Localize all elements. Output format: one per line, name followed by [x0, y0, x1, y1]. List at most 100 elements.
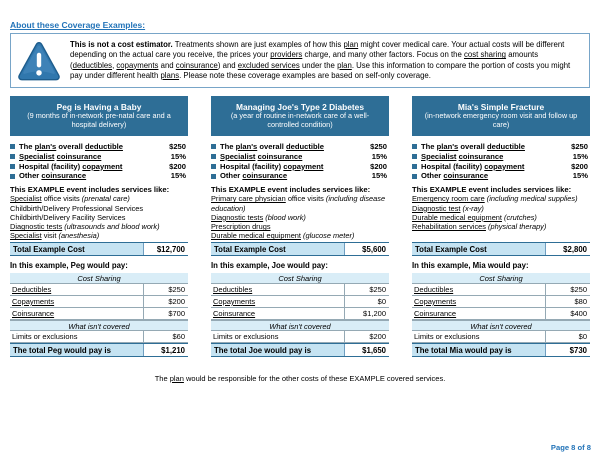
plan-fact-row: Specialist coinsurance 15%	[10, 152, 188, 162]
service-line: Specialist visit (anesthesia)	[10, 231, 100, 241]
bullet-square-icon	[211, 163, 216, 169]
total-example-cost-row: Total Example Cost $2,800	[412, 242, 590, 256]
services-heading: This EXAMPLE event includes services lik…	[10, 185, 170, 194]
fact-value: $250	[571, 142, 588, 151]
table-row: Deductibles $250	[412, 284, 590, 296]
fact-label: The plan's overall deductible	[19, 142, 123, 151]
example-subtitle: (9 months of in-network pre-natal care a…	[27, 111, 171, 129]
row-label: Copayments	[412, 296, 546, 307]
service-line: Rehabilitation services (physical therap…	[412, 222, 547, 232]
fact-value: 15%	[170, 171, 186, 181]
fact-label: Hospital (facility) copayment	[220, 161, 324, 171]
pay-heading: In this example, Joe would pay:	[211, 261, 328, 270]
total-pay-label: The total Mia would pay is	[412, 344, 546, 356]
table-row: Deductibles $250	[211, 284, 389, 296]
cost-sharing-section-header: Cost Sharing	[211, 273, 389, 284]
cost-sharing-section-header: Cost Sharing	[412, 273, 590, 284]
bullet-square-icon	[412, 154, 417, 160]
fact-label: Hospital (facility) copayment	[421, 161, 525, 171]
plan-fact-row: Other coinsurance 15%	[412, 171, 590, 181]
row-label: Deductibles	[10, 284, 144, 295]
row-label: Limits or exclusions	[412, 331, 546, 342]
plan-fact-row: The plan's overall deductible $250	[10, 142, 188, 152]
total-pay-row: The total Mia would pay is $730	[412, 343, 590, 357]
table-row: Copayments $80	[412, 296, 590, 308]
table-row: Coinsurance $400	[412, 308, 590, 320]
row-value: $200	[369, 332, 386, 341]
example-subtitle: (in-network emergency room visit and fol…	[424, 111, 578, 129]
plan-fact-row: Specialist coinsurance 15%	[412, 152, 590, 162]
row-label: Coinsurance	[412, 308, 546, 319]
row-value: $250	[168, 285, 185, 294]
fact-label: Other coinsurance	[421, 171, 489, 181]
row-label: Limits or exclusions	[211, 331, 345, 342]
plan-fact-row: Hospital (facility) copayment $200	[412, 162, 590, 172]
row-label: Limits or exclusions	[10, 331, 144, 342]
table-row: Coinsurance $1,200	[211, 308, 389, 320]
bullet-square-icon	[10, 173, 15, 179]
row-value: $250	[570, 285, 587, 294]
example-header: Managing Joe's Type 2 Diabetes (a year o…	[211, 96, 389, 136]
table-row: Limits or exclusions $60	[10, 331, 188, 343]
total-pay-value: $730	[569, 345, 587, 355]
fact-value: 15%	[572, 171, 588, 181]
example-subtitle: (a year of routine in-network care of a …	[230, 111, 370, 129]
example-header: Peg is Having a Baby (9 months of in-net…	[10, 96, 188, 136]
total-example-cost-row: Total Example Cost $12,700	[10, 242, 188, 256]
row-value: $200	[168, 297, 185, 306]
total-example-cost-row: Total Example Cost $5,600	[211, 242, 389, 256]
bullet-square-icon	[211, 144, 216, 150]
plan-fact-row: Specialist coinsurance 15%	[211, 152, 389, 162]
service-line: Diagnostic tests (ultrasounds and blood …	[10, 222, 160, 232]
row-value: $400	[570, 309, 587, 318]
total-pay-value: $1,210	[161, 345, 185, 355]
row-value: $60	[172, 332, 185, 341]
total-example-cost-value: $12,700	[156, 244, 185, 254]
service-line: Durable medical equipment (glucose meter…	[211, 231, 355, 241]
row-label: Copayments	[10, 296, 144, 307]
row-value: $0	[578, 332, 587, 341]
fact-label: The plan's overall deductible	[220, 142, 324, 151]
not-covered-section-header: What isn't covered	[10, 320, 188, 331]
row-label: Coinsurance	[10, 308, 144, 319]
plan-fact-row: Other coinsurance 15%	[10, 171, 188, 181]
table-row: Limits or exclusions $0	[412, 331, 590, 343]
total-example-cost-value: $2,800	[563, 244, 587, 254]
service-line: Emergency room care (including medical s…	[412, 194, 578, 204]
plan-facts-list: The plan's overall deductible $250 Specia…	[412, 142, 590, 182]
total-pay-value: $1,650	[362, 345, 386, 355]
bullet-square-icon	[412, 144, 417, 150]
fact-value: $200	[370, 161, 387, 171]
coverage-examples-columns: Peg is Having a Baby (9 months of in-net…	[10, 96, 590, 357]
plan-fact-row: The plan's overall deductible $250	[412, 142, 590, 152]
row-label: Deductibles	[211, 284, 345, 295]
fact-label: Specialist coinsurance	[220, 151, 303, 161]
warning-triangle-icon	[17, 40, 61, 82]
fact-value: $200	[571, 161, 588, 171]
cost-sharing-section-header: Cost Sharing	[10, 273, 188, 284]
bullet-square-icon	[211, 154, 216, 160]
total-example-cost-value: $5,600	[362, 244, 386, 254]
table-row: Copayments $200	[10, 296, 188, 308]
table-row: Deductibles $250	[10, 284, 188, 296]
service-line: Childbirth/Delivery Facility Services	[10, 212, 126, 222]
service-line: Childbirth/Delivery Professional Service…	[10, 203, 144, 213]
pay-heading: In this example, Peg would pay:	[10, 261, 128, 270]
fact-label: The plan's overall deductible	[421, 142, 525, 151]
fact-value: $200	[169, 161, 186, 171]
plan-fact-row: Hospital (facility) copayment $200	[10, 162, 188, 172]
total-pay-row: The total Peg would pay is $1,210	[10, 343, 188, 357]
row-value: $700	[168, 309, 185, 318]
row-value: $250	[369, 285, 386, 294]
service-line: Diagnostic tests (blood work)	[211, 212, 306, 222]
bullet-square-icon	[412, 173, 417, 179]
page-number: Page 8 of 8	[550, 443, 591, 452]
row-label: Copayments	[211, 296, 345, 307]
not-covered-section-header: What isn't covered	[211, 320, 389, 331]
plan-fact-row: The plan's overall deductible $250	[211, 142, 389, 152]
total-example-cost-label: Total Example Cost	[10, 243, 144, 255]
pay-heading: In this example, Mia would pay:	[412, 261, 529, 270]
cost-sharing-table: Cost Sharing Deductibles $250 Copayments $…	[412, 273, 590, 357]
total-pay-label: The total Joe would pay is	[211, 344, 345, 356]
